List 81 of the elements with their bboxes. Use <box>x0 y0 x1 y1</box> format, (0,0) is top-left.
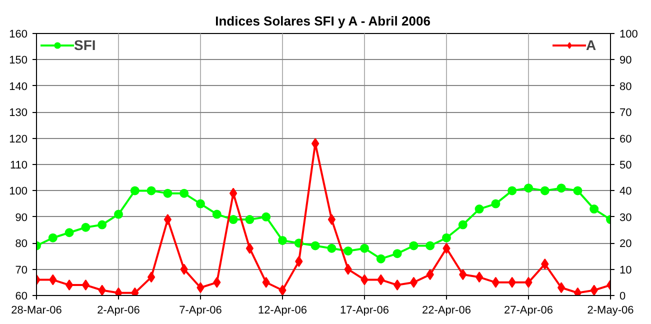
y2-tick-label: 90 <box>620 54 632 67</box>
point <box>376 254 386 264</box>
point <box>327 244 336 253</box>
y2-tick-label: 50 <box>620 160 632 172</box>
y2-tick-label: 40 <box>620 186 632 198</box>
y2-tick-label: 100 <box>620 28 638 40</box>
y-tick-label: 70 <box>15 264 28 276</box>
point <box>328 214 336 226</box>
point <box>442 233 451 242</box>
x-tick-label: 7-Apr-06 <box>179 304 222 316</box>
point <box>344 246 353 256</box>
chart-title: Indices Solares SFI y A - Abril 2006 <box>215 14 430 28</box>
point <box>360 244 369 253</box>
x-tick-label: 28-Mar-06 <box>11 304 62 316</box>
y2-tick-label: 10 <box>620 264 632 276</box>
y-tick-label: 130 <box>9 107 28 120</box>
point <box>393 280 402 291</box>
point <box>114 210 123 219</box>
point <box>278 236 287 245</box>
point <box>557 282 566 294</box>
point <box>590 204 599 214</box>
x-tick-label: 12-Apr-06 <box>258 304 307 316</box>
point <box>524 184 533 193</box>
point <box>245 215 254 224</box>
point <box>81 222 90 232</box>
legend-label: A <box>586 37 598 53</box>
y-tick-label: 150 <box>9 54 28 67</box>
point <box>458 220 468 230</box>
point <box>540 186 550 196</box>
y-tick-label: 90 <box>15 212 28 224</box>
y2-tick-label: 20 <box>620 238 632 250</box>
point <box>426 241 435 250</box>
point <box>82 280 90 291</box>
point <box>147 272 156 283</box>
point <box>474 204 484 214</box>
point <box>48 233 58 242</box>
y-tick-label: 60 <box>15 290 28 302</box>
y-tick-label: 110 <box>10 160 28 172</box>
legend-label: SFI <box>74 37 96 53</box>
point <box>212 210 222 219</box>
point <box>508 186 517 196</box>
point <box>196 199 205 208</box>
point <box>98 220 107 230</box>
point <box>180 188 189 198</box>
x-tick-label: 22-Apr-06 <box>422 304 471 316</box>
point <box>98 284 106 296</box>
point <box>262 212 271 222</box>
point <box>278 284 286 296</box>
y-tick-label: 80 <box>15 238 28 250</box>
point <box>409 241 418 250</box>
point <box>556 184 566 193</box>
y2-tick-label: 80 <box>620 80 632 93</box>
point <box>475 272 484 283</box>
y-tick-label: 120 <box>9 133 28 146</box>
point <box>392 249 402 258</box>
point <box>64 228 74 238</box>
y-tick-label: 100 <box>9 186 28 198</box>
point <box>310 241 320 250</box>
point <box>65 280 74 291</box>
point <box>228 215 238 224</box>
point <box>146 186 156 196</box>
x-tick-label: 2-May-06 <box>587 304 634 316</box>
point <box>492 276 500 288</box>
x-tick-label: 2-Apr-06 <box>97 304 140 316</box>
point <box>573 186 582 196</box>
y-tick-label: 160 <box>9 28 28 40</box>
point <box>130 186 140 196</box>
y2-tick-label: 60 <box>620 133 632 146</box>
point <box>491 199 500 208</box>
y2-tick-label: 70 <box>620 107 632 120</box>
y2-tick-label: 30 <box>620 212 632 224</box>
y-tick-label: 140 <box>9 80 28 93</box>
point <box>164 214 172 226</box>
x-tick-label: 27-Apr-06 <box>504 304 553 316</box>
point <box>246 242 254 254</box>
x-tick-label: 17-Apr-06 <box>340 304 389 316</box>
y2-tick-label: 0 <box>620 290 626 302</box>
point <box>590 284 598 296</box>
point <box>410 276 418 288</box>
point <box>229 188 238 199</box>
point <box>163 188 172 198</box>
